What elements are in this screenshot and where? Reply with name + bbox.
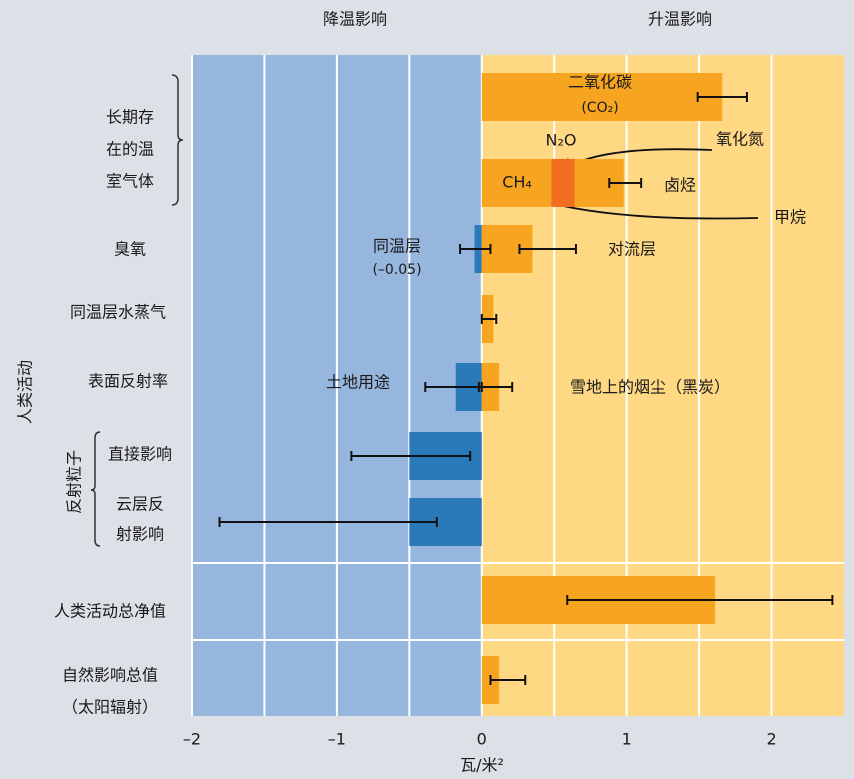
row-label: 长期存 [106,108,154,127]
annotation: 同温层 [373,237,421,256]
annotation: CH₄ [502,173,532,192]
brace [171,74,184,206]
row-label: 直接影响 [108,445,172,464]
x-tick-label: 0 [477,730,487,749]
annotation: 卤烃 [664,176,696,195]
row-label: （太阳辐射） [62,698,158,717]
warming-label: 升温影响 [648,10,712,29]
annotation: (–0.05) [372,262,421,278]
row-label: 射影响 [116,525,164,544]
x-axis-title: 瓦/米² [460,756,504,775]
brace [90,431,101,547]
annotation: 甲烷 [774,208,806,227]
annotation: 氧化氮 [716,130,764,149]
annotation: (CO₂) [581,100,618,116]
group-label: 人类活动 [16,360,35,424]
annotation: N₂O [546,131,577,150]
bar [481,159,552,207]
row-label: 同温层水蒸气 [70,303,166,322]
annotation: 对流层 [608,240,656,259]
row-label: 表面反射率 [88,372,168,391]
annotation: 土地用途 [326,373,390,392]
x-tick-label: 2 [766,730,776,749]
annotation: 雪地上的烟尘（黑炭） [570,378,730,397]
bar [481,73,723,121]
x-tick-label: 1 [622,730,632,749]
bar [551,159,575,207]
cooling-label: 降温影响 [323,10,387,29]
row-label: 在的温 [106,140,154,159]
x-tick-label: –2 [183,730,201,749]
row-label: 臭氧 [114,240,146,259]
row-label: 云层反 [116,495,164,514]
annotation: 二氧化碳 [568,73,632,92]
x-tick-label: –1 [328,730,346,749]
group-label: 反射粒子 [65,450,84,514]
row-label: 室气体 [106,172,154,191]
row-label: 自然影响总值 [62,666,158,685]
row-label: 人类活动总净值 [54,602,166,621]
